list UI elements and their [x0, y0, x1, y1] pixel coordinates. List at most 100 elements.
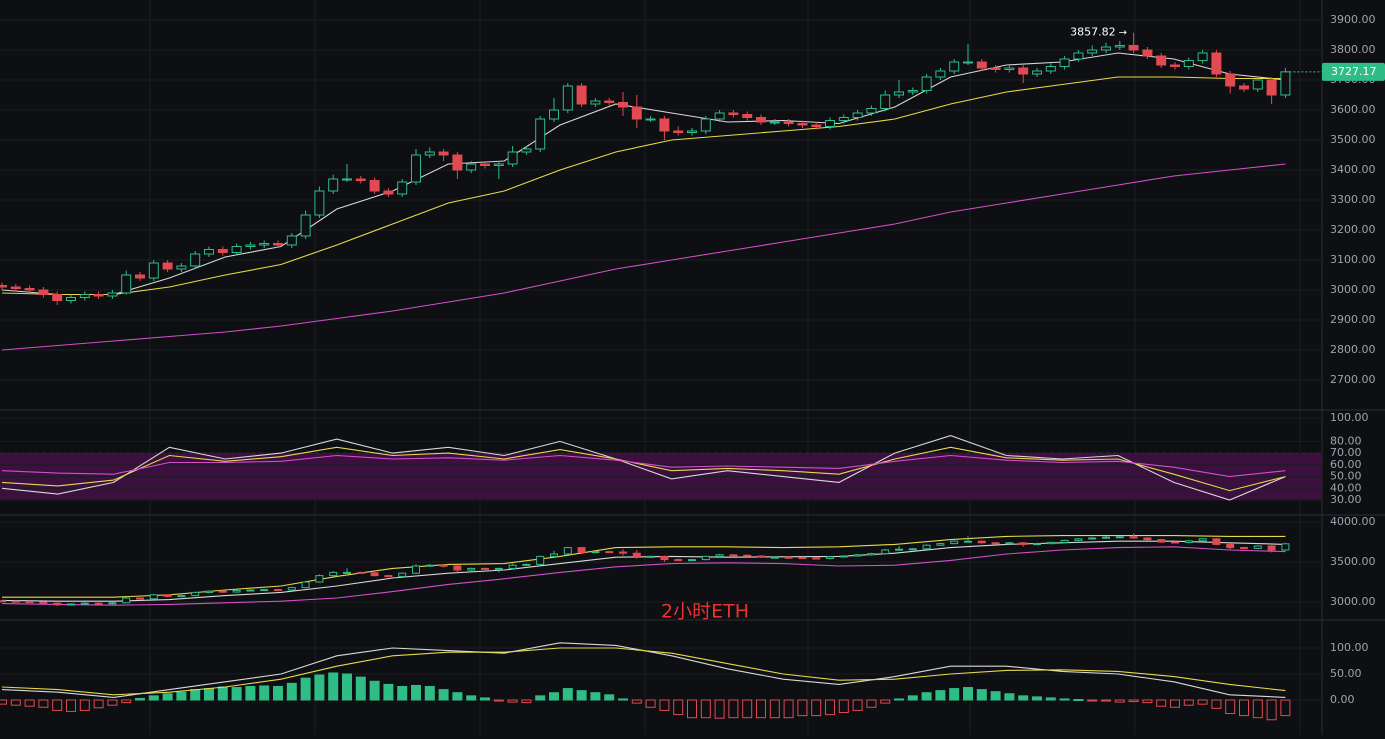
histogram-bar [1018, 695, 1029, 701]
mini-candle-body [494, 567, 503, 570]
y-tick-label: 2900.00 [1330, 313, 1376, 326]
mini-candle-body [481, 567, 489, 570]
candle-body [645, 118, 656, 121]
y-tick-label: 50.00 [1330, 667, 1362, 680]
histogram-bar [687, 699, 697, 719]
y-tick-label: 100.00 [1330, 641, 1369, 654]
candle-body [355, 178, 366, 181]
candle-body [963, 61, 973, 64]
histogram-bar [618, 698, 628, 701]
mini-candle-body [1198, 538, 1207, 542]
mini-candle-body [80, 602, 89, 605]
y-tick-label: 80.00 [1330, 434, 1362, 447]
candle-body [631, 106, 642, 120]
candle-body [176, 265, 187, 270]
candle-body [990, 67, 1001, 70]
candle-body [452, 154, 463, 171]
y-tick-label: 70.00 [1330, 446, 1362, 459]
candle-body [907, 90, 918, 93]
candle-body [700, 118, 711, 132]
histogram-bar [756, 699, 766, 719]
candle-body [204, 249, 214, 255]
candle-body [549, 109, 559, 120]
histogram-bar [1156, 699, 1167, 707]
mini-candle-body [784, 556, 793, 559]
candle-body [135, 274, 145, 279]
mini-candle-body [453, 565, 462, 571]
histogram-bar [38, 699, 49, 708]
candle-body [1018, 67, 1029, 75]
candle-body [728, 112, 739, 115]
y-tick-label: 3800.00 [1330, 43, 1376, 56]
y-tick-label: 2800.00 [1330, 343, 1376, 356]
histogram-bar [852, 699, 863, 711]
mini-candle-body [1212, 538, 1221, 545]
candle-body [687, 130, 697, 133]
histogram-bar [93, 699, 104, 709]
candle-body [1059, 58, 1070, 67]
candle-body [1004, 67, 1015, 70]
mini-candle-body [853, 554, 862, 557]
mini-candle-body [205, 590, 213, 593]
candle-body [894, 91, 904, 96]
candle-body [797, 123, 808, 126]
y-tick-label: 3400.00 [1330, 163, 1376, 176]
mini-candle-body [315, 575, 324, 583]
histogram-bar [397, 685, 408, 701]
mini-candle-body [563, 547, 572, 555]
histogram-bar [245, 685, 256, 701]
candle-body [1045, 66, 1056, 72]
y-tick-label: 3200.00 [1330, 223, 1376, 236]
mini-candle-body [1226, 543, 1235, 549]
y-tick-label: 0.00 [1330, 693, 1355, 706]
mini-candle-body [715, 554, 724, 557]
mini-candle-body [701, 555, 710, 561]
mini-candle-body [605, 551, 614, 554]
mini-candle-body [743, 554, 752, 557]
y-tick-label: 3500.00 [1330, 133, 1376, 146]
candle-body [1101, 46, 1111, 51]
mini-candle-body [67, 603, 75, 606]
candle-body [1266, 79, 1277, 96]
histogram-bar [535, 695, 546, 701]
mini-candle-body [1171, 541, 1179, 544]
candle-body [148, 262, 159, 279]
histogram-bar [24, 699, 35, 707]
mini-candle-body [577, 547, 586, 553]
histogram-bar [1101, 699, 1111, 702]
histogram-bar [259, 685, 270, 701]
mini-candle-body [881, 549, 890, 555]
mini-candle-body [301, 581, 310, 589]
mini-candle-body [287, 587, 296, 591]
candle-body [411, 154, 421, 183]
indicator-line [1, 52, 1286, 296]
histogram-bar [645, 699, 656, 708]
mini-candle-body [177, 595, 186, 598]
histogram-bar [107, 699, 118, 706]
histogram-bar [493, 699, 504, 702]
histogram-bar [438, 689, 449, 701]
indicator-line [2, 535, 1286, 598]
candle-body [24, 288, 35, 291]
candle-body [52, 294, 63, 301]
histogram-bar [217, 686, 228, 701]
candle-body [1197, 52, 1208, 61]
candle-body [107, 292, 118, 297]
candle-body [535, 118, 546, 150]
candle-body [921, 76, 932, 91]
histogram-bar [1266, 699, 1277, 721]
mini-candle-body [964, 540, 972, 543]
histogram-bar [1280, 699, 1291, 717]
histogram-bar [1170, 699, 1180, 708]
mini-candle-body [826, 556, 834, 559]
histogram-bar [549, 692, 559, 701]
mini-candle-body [260, 589, 269, 592]
candle-body [1156, 55, 1167, 66]
candle-body [976, 61, 987, 69]
candle-body [507, 151, 518, 165]
histogram-bar [659, 699, 670, 711]
mini-candle-body [646, 555, 655, 558]
mini-candle-body [674, 559, 683, 562]
candle-body [935, 70, 946, 78]
